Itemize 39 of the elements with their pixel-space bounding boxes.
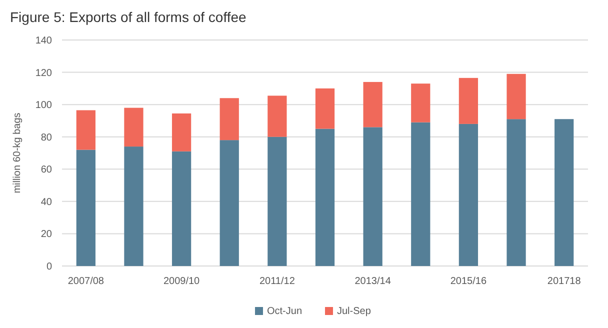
y-tick-label: 60: [40, 164, 52, 176]
legend-label: Oct-Jun: [267, 306, 302, 317]
x-tick-label: 2011/12: [259, 276, 296, 287]
bar: [506, 74, 526, 120]
bar: [172, 151, 192, 266]
bar: [315, 88, 335, 129]
y-tick-label: 80: [40, 132, 52, 144]
bar: [76, 110, 96, 150]
bar: [363, 82, 382, 128]
bar: [506, 119, 526, 266]
bar: [363, 127, 382, 266]
x-tick-label: 2013/14: [354, 276, 392, 287]
legend-label: Jul-Sep: [337, 306, 372, 317]
bar: [124, 108, 144, 147]
y-tick-label: 120: [35, 68, 52, 79]
bar: [411, 84, 430, 122]
bar: [268, 136, 287, 266]
y-tick-label: 0: [46, 262, 52, 272]
bar: [172, 113, 192, 152]
y-tick-label: 40: [40, 196, 52, 208]
bar: [554, 119, 574, 266]
bar: [220, 140, 239, 266]
bar: [411, 122, 430, 266]
bar: [458, 124, 478, 266]
bar: [76, 150, 96, 266]
bar: [220, 98, 239, 140]
y-axis-title: million 60-kg bags: [12, 112, 23, 194]
x-tick-label: 2007/08: [68, 276, 104, 287]
x-tick-label: 2015/16: [450, 276, 487, 287]
bar: [124, 146, 144, 266]
y-tick-label: 20: [40, 229, 52, 240]
x-tick-label: 2009/10: [163, 276, 200, 287]
x-tick-label: 201718: [547, 276, 582, 287]
chart-title: Figure 5: Exports of all forms of coffee: [10, 9, 247, 25]
y-tick-label: 140: [35, 36, 52, 46]
bar: [315, 128, 335, 266]
y-tick-label: 100: [35, 100, 52, 112]
bar: [458, 78, 478, 124]
bar: [268, 96, 287, 137]
